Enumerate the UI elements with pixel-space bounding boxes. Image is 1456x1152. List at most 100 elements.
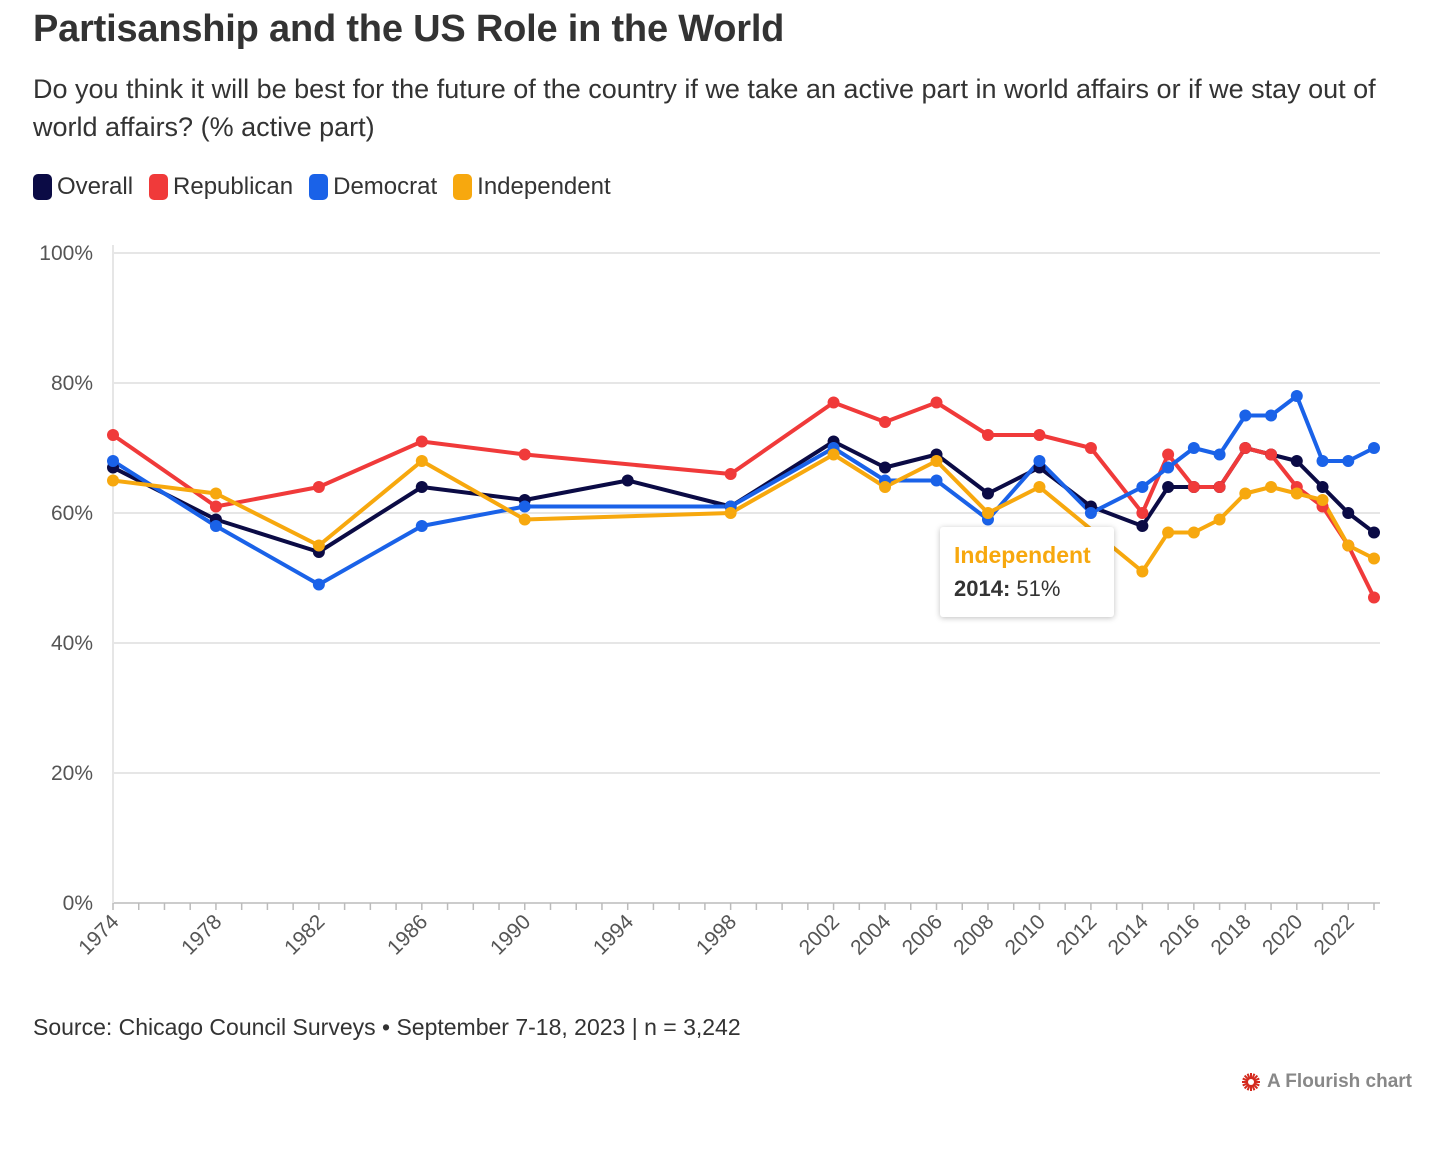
data-point-independent <box>930 455 943 467</box>
data-point-republican <box>1368 591 1380 604</box>
data-point-independent <box>1316 494 1329 506</box>
x-tick-label: 1986 <box>383 910 432 959</box>
data-point-democrat <box>1084 507 1097 519</box>
data-point-independent <box>312 539 325 552</box>
source-note: Source: Chicago Council Surveys • Septem… <box>33 1014 741 1040</box>
legend-label-republican: Republican <box>173 173 294 200</box>
y-tick-label: 0% <box>63 892 93 915</box>
x-tick-label: 1994 <box>589 910 639 960</box>
x-tick-label: 2012 <box>1052 910 1101 959</box>
x-tick-label: 2008 <box>949 910 998 959</box>
data-point-independent <box>827 448 840 461</box>
legend-swatch-overall <box>33 174 52 200</box>
legend-item-republican[interactable]: Republican <box>149 173 293 201</box>
flourish-credit-label: A Flourish chart <box>1267 1071 1412 1092</box>
data-point-democrat <box>1162 461 1175 474</box>
data-point-republican <box>209 500 222 513</box>
data-point-democrat <box>1213 448 1226 461</box>
y-tick-label: 60% <box>51 502 93 525</box>
x-tick-label: 2022 <box>1310 910 1359 959</box>
x-tick-label: 2020 <box>1258 910 1307 959</box>
series-points <box>107 390 1380 604</box>
line-chart: 0%20%40%60%80%100% 1974 1978 1982 1986 1990 1… <box>39 242 1380 960</box>
data-point-democrat <box>1342 455 1355 467</box>
y-axis-ticks: 0% 20% 40% 60% 80% 100% <box>39 242 93 915</box>
data-point-democrat <box>1187 442 1200 454</box>
series-lines <box>111 394 1376 600</box>
x-tick-label: 1974 <box>74 910 124 960</box>
y-tick-label: 80% <box>51 372 93 395</box>
data-point-overall <box>1342 507 1355 519</box>
data-point-overall <box>1316 481 1329 493</box>
data-point-independent <box>1187 526 1200 539</box>
data-point-republican <box>1213 481 1226 493</box>
legend-swatch-independent <box>453 174 473 200</box>
x-axis: 1974 1978 1982 1986 1990 1994 1998 2002 2004 2006… <box>74 903 1375 960</box>
tooltip-series-name: Independent <box>954 542 1091 568</box>
flourish-credit[interactable]: A Flourish chart <box>1240 1071 1412 1093</box>
series-line-democrat <box>111 394 1376 587</box>
data-point-democrat <box>1368 442 1380 454</box>
x-tick-label: 2004 <box>846 910 896 960</box>
x-tick-label: 1990 <box>486 910 535 959</box>
data-point-independent <box>415 455 428 467</box>
x-tick-label: 2006 <box>898 910 947 959</box>
x-tick-label: 2016 <box>1155 910 1204 959</box>
data-point-republican <box>724 468 737 480</box>
data-point-overall <box>1290 455 1303 467</box>
legend-label-democrat: Democrat <box>333 173 438 200</box>
x-tick-label: 1982 <box>280 910 329 959</box>
x-tick-label: 2014 <box>1104 910 1154 960</box>
legend-swatch-republican <box>149 174 169 200</box>
data-point-democrat <box>209 520 222 532</box>
data-point-independent <box>1162 526 1175 539</box>
data-point-republican <box>1265 448 1278 461</box>
data-point-republican <box>981 429 994 441</box>
data-point-overall <box>415 481 428 493</box>
data-point-republican <box>1136 507 1149 519</box>
x-tick-label: 2010 <box>1001 910 1050 959</box>
data-point-democrat <box>1316 455 1329 467</box>
flourish-logo-icon <box>1242 1073 1261 1091</box>
legend-item-independent[interactable]: Independent <box>453 173 611 201</box>
data-point-democrat <box>1136 481 1149 493</box>
x-tick-label: 2002 <box>795 910 844 959</box>
legend-item-democrat[interactable]: Democrat <box>309 173 437 201</box>
data-point-independent <box>1342 539 1355 552</box>
data-point-independent <box>209 487 222 500</box>
data-point-republican <box>415 435 428 448</box>
y-tick-label: 40% <box>51 632 93 655</box>
legend: Overall Republican Democrat Independent <box>33 173 611 201</box>
data-point-independent <box>879 481 892 493</box>
legend-label-overall: Overall <box>57 173 134 200</box>
data-point-democrat <box>1290 390 1303 402</box>
data-point-overall <box>1368 526 1380 539</box>
y-tick-label: 100% <box>39 242 93 265</box>
data-point-overall <box>1162 481 1175 493</box>
tooltip-year: 2014: <box>954 576 1011 601</box>
data-point-republican <box>827 396 840 409</box>
data-point-independent <box>1368 552 1380 565</box>
data-point-democrat <box>1265 409 1278 422</box>
tooltip-value: 2014: 51% <box>954 576 1060 602</box>
data-point-republican <box>1162 448 1175 461</box>
data-point-republican <box>1084 442 1097 454</box>
legend-label-independent: Independent <box>477 173 611 200</box>
data-point-independent <box>1136 565 1149 578</box>
tooltip: Independent 2014: 51% <box>940 527 1114 617</box>
chart-title: Partisanship and the US Role in the Worl… <box>33 8 785 50</box>
data-point-republican <box>312 481 325 493</box>
data-point-independent <box>981 507 994 519</box>
data-point-independent <box>724 507 737 519</box>
x-tick-label: 1998 <box>692 910 741 959</box>
data-point-democrat <box>312 578 325 591</box>
data-point-democrat <box>107 455 119 467</box>
data-point-independent <box>518 513 531 526</box>
legend-item-overall[interactable]: Overall <box>33 173 133 201</box>
data-point-independent <box>1239 487 1252 500</box>
data-point-republican <box>1033 429 1046 441</box>
data-point-democrat <box>930 474 943 487</box>
data-point-republican <box>1187 481 1200 493</box>
data-point-democrat <box>1033 455 1046 467</box>
data-point-independent <box>1213 513 1226 526</box>
